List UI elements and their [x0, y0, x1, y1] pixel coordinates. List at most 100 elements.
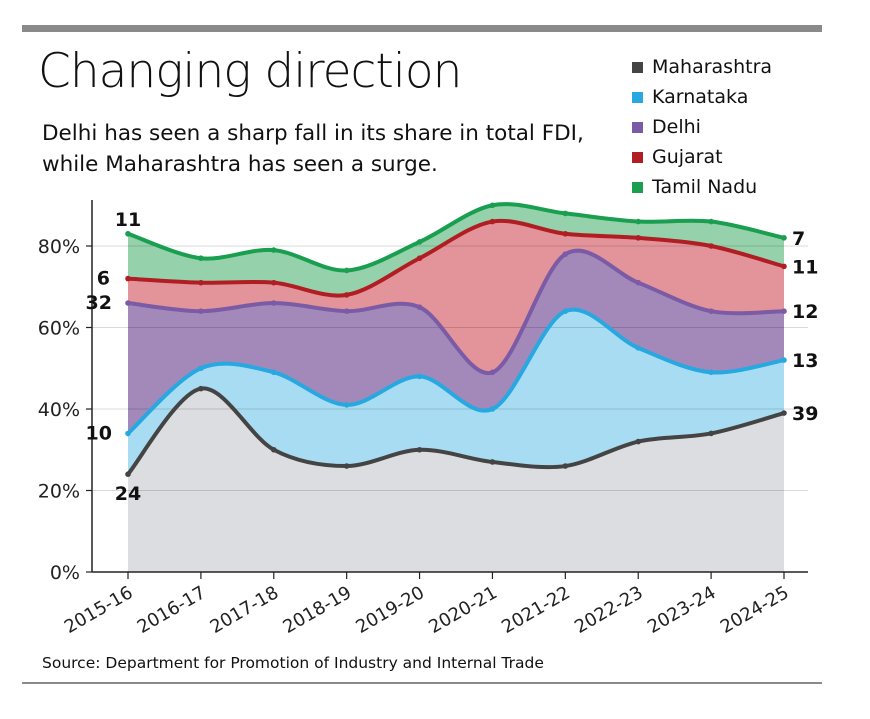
- legend-item: Maharashtra: [632, 52, 772, 82]
- data-point: [416, 239, 423, 245]
- data-point: [489, 202, 496, 209]
- legend-item: Gujarat: [632, 142, 772, 172]
- line-karnataka: [126, 307, 785, 435]
- x-tick-label: 2017-18: [207, 582, 283, 638]
- data-point: [781, 357, 787, 363]
- data-point: [343, 292, 350, 298]
- data-point: [635, 345, 642, 351]
- data-point: [416, 373, 423, 380]
- x-tick-label: 2021-22: [498, 582, 574, 638]
- legend-item: Delhi: [632, 112, 772, 142]
- line-delhi: [127, 248, 785, 375]
- start-label: 6: [97, 268, 110, 290]
- chart-title: Changing direction: [38, 44, 462, 99]
- x-tick-label: 2023-24: [644, 582, 720, 638]
- legend-swatch: [632, 181, 643, 193]
- data-point: [343, 267, 350, 274]
- x-tick-label: 2024-25: [717, 582, 793, 638]
- data-point: [562, 308, 569, 315]
- data-point: [635, 438, 642, 445]
- data-point: [270, 247, 277, 253]
- top-rule: [22, 25, 822, 32]
- legend: Maharashtra Karnataka Delhi Gujarat Tamil Na…: [632, 52, 772, 202]
- end-label: 7: [792, 228, 805, 250]
- y-tick-label: 40%: [38, 399, 80, 421]
- start-label: 10: [86, 422, 112, 444]
- end-label: 13: [792, 350, 818, 372]
- data-point: [635, 279, 642, 286]
- data-point: [708, 308, 714, 315]
- data-point: [708, 243, 714, 249]
- legend-swatch: [632, 61, 643, 73]
- data-point: [489, 459, 496, 465]
- data-point: [416, 446, 423, 453]
- data-point: [489, 406, 496, 412]
- data-point: [708, 218, 714, 225]
- data-point: [343, 308, 350, 315]
- start-label: 32: [86, 292, 112, 314]
- line-maharashtra: [126, 386, 785, 476]
- legend-swatch: [632, 121, 643, 133]
- y-tick-label: 0%: [50, 562, 80, 584]
- data-point: [708, 430, 714, 437]
- data-point: [416, 255, 423, 262]
- legend-item: Karnataka: [632, 82, 772, 112]
- data-point: [125, 275, 131, 282]
- legend-label: Maharashtra: [652, 56, 773, 78]
- legend-label: Karnataka: [652, 86, 749, 108]
- data-point: [198, 279, 204, 286]
- data-point: [270, 279, 277, 286]
- data-point: [708, 369, 714, 376]
- chart-subtitle: Delhi has seen a sharp fall in its share…: [42, 121, 584, 177]
- data-point: [489, 218, 496, 225]
- end-label: 11: [792, 256, 818, 278]
- data-point: [562, 251, 569, 257]
- data-point: [198, 365, 204, 372]
- data-point: [562, 463, 569, 469]
- data-point: [781, 235, 787, 241]
- end-label: 12: [792, 301, 818, 323]
- data-point: [635, 218, 642, 225]
- area-maharashtra: [128, 388, 784, 572]
- data-point: [562, 230, 569, 237]
- legend-item: Tamil Nadu: [632, 172, 772, 202]
- data-point: [125, 430, 131, 437]
- x-tick-label: 2020-21: [425, 582, 501, 638]
- data-point: [343, 463, 350, 469]
- end-label: 39: [792, 403, 818, 425]
- data-point: [562, 210, 569, 217]
- legend-swatch: [632, 91, 643, 103]
- data-point: [125, 471, 131, 478]
- area-tamil-nadu: [128, 204, 784, 296]
- source-note: Source: Department for Promotion of Indu…: [42, 654, 544, 672]
- data-point: [781, 308, 787, 315]
- data-point: [489, 369, 496, 376]
- start-label: 24: [115, 483, 141, 505]
- x-tick-label: 2019-20: [352, 582, 428, 638]
- data-point: [416, 304, 423, 310]
- y-tick-label: 60%: [38, 318, 80, 340]
- data-point: [343, 402, 350, 408]
- line-gujarat: [127, 218, 785, 298]
- area-karnataka: [128, 309, 784, 475]
- data-point: [125, 230, 131, 237]
- legend-label: Delhi: [652, 116, 701, 138]
- data-point: [781, 263, 787, 270]
- data-point: [781, 410, 787, 416]
- data-point: [125, 300, 131, 306]
- x-tick-label: 2022-23: [571, 582, 647, 638]
- legend-label: Gujarat: [652, 146, 723, 168]
- legend-swatch: [632, 151, 643, 163]
- data-point: [270, 300, 277, 306]
- data-point: [198, 255, 204, 262]
- legend-label: Tamil Nadu: [652, 176, 758, 198]
- x-tick-label: 2016-17: [134, 582, 210, 638]
- line-tamil-nadu: [127, 202, 785, 273]
- y-tick-label: 80%: [38, 236, 80, 258]
- area-delhi: [128, 250, 784, 434]
- x-tick-label: 2015-16: [61, 582, 137, 638]
- x-tick-label: 2018-19: [280, 582, 356, 638]
- bottom-rule: [22, 682, 822, 684]
- y-tick-label: 20%: [38, 481, 80, 503]
